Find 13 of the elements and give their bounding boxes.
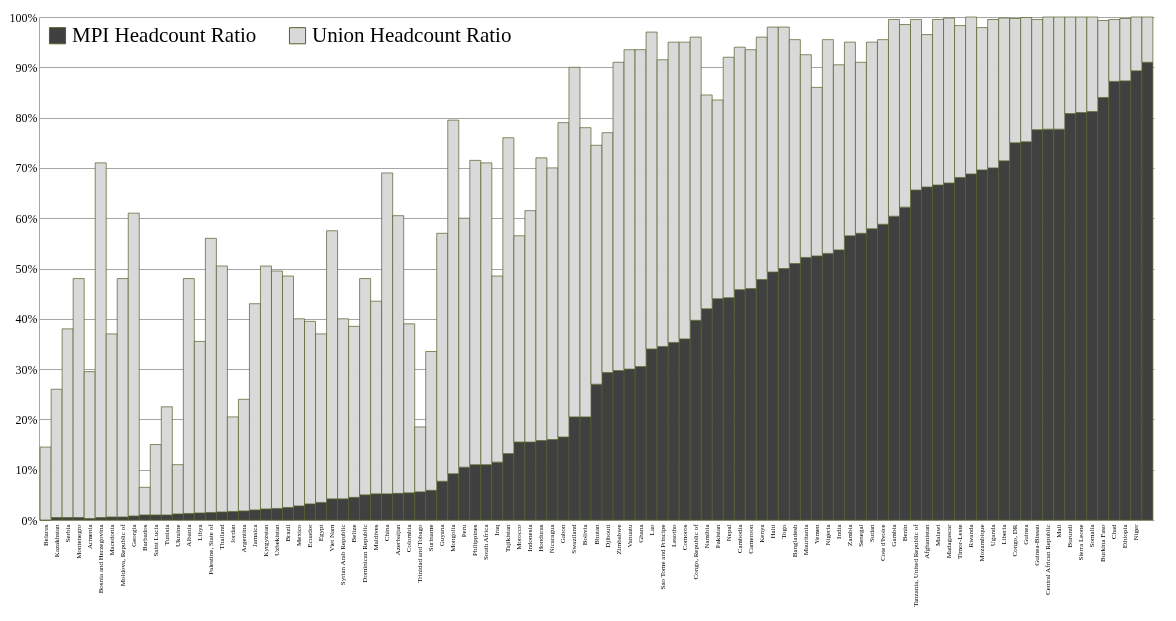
y-tick-label: 90% [15, 60, 38, 75]
y-tick-label: 70% [15, 161, 38, 176]
legend-label: MPI Headcount Ratio [72, 22, 257, 47]
y-tick-label: 0% [21, 513, 38, 528]
y-tick-label: 100% [9, 10, 38, 25]
y-tick-label: 30% [15, 362, 38, 377]
y-tick-label: 10% [15, 463, 38, 478]
y-tick-label: 60% [15, 211, 38, 226]
legend-label: Union Headcount Ratio [312, 22, 512, 47]
y-tick-label: 20% [15, 412, 38, 427]
y-tick-label: 50% [15, 262, 38, 276]
y-tick-label: 40% [15, 312, 38, 327]
y-tick-label: 80% [15, 111, 38, 126]
